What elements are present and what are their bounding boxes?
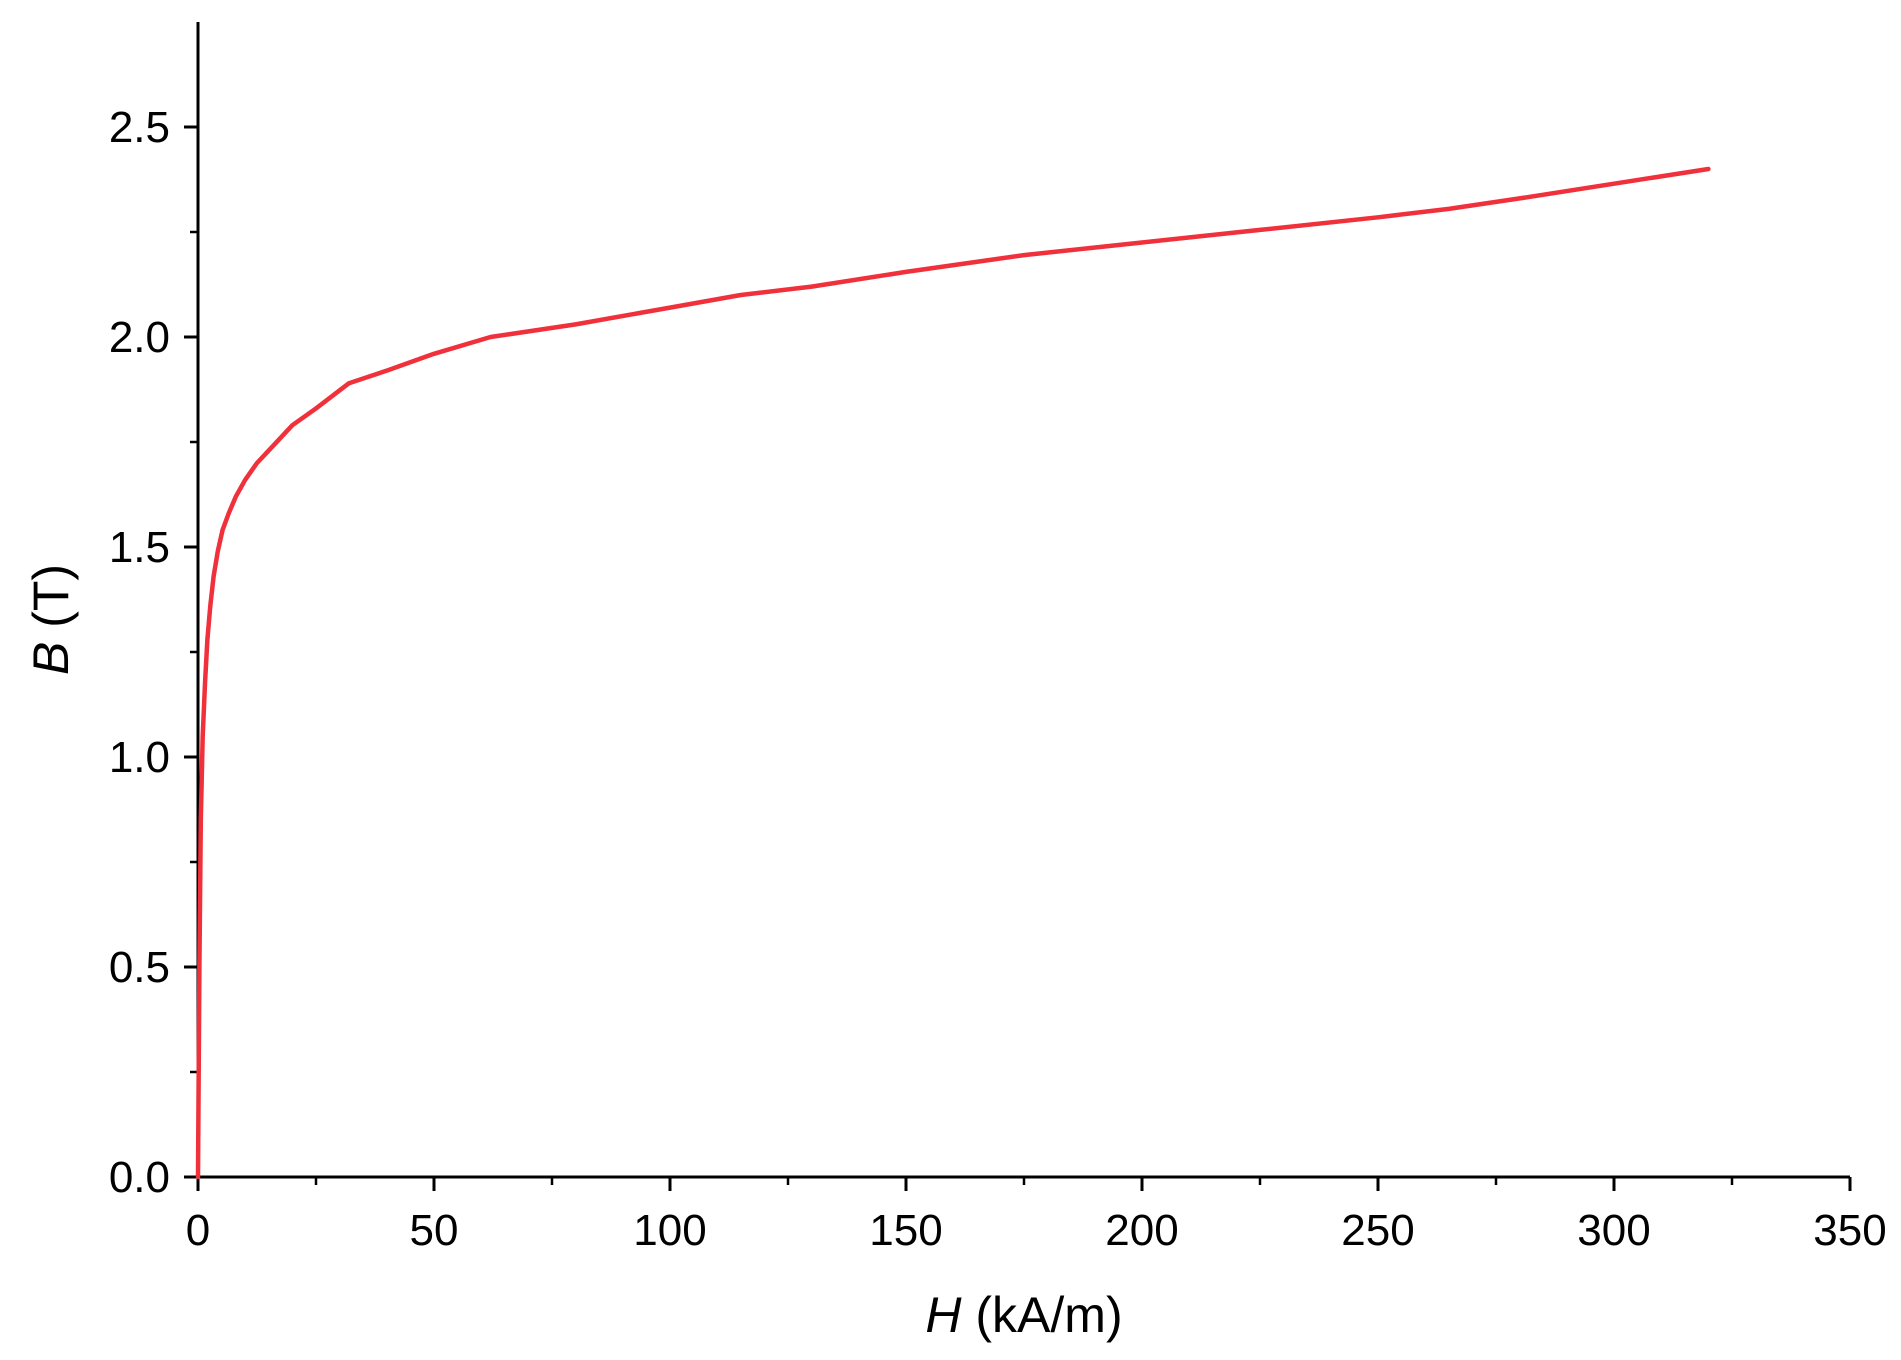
- y-axis-ticks: 0.0 0.5 1.0 1.5 2.0 2.5: [109, 103, 198, 1202]
- y-axis-title: B (T): [23, 564, 79, 675]
- y-tick-label: 2.5: [109, 103, 170, 152]
- x-axis-unit: (kA/m): [975, 1287, 1122, 1343]
- series-layer: [195, 166, 1711, 1180]
- x-tick-label: 350: [1813, 1206, 1886, 1255]
- x-axis-title: H (kA/m): [925, 1287, 1122, 1343]
- y-tick-label: 1.5: [109, 523, 170, 572]
- x-tick-label: 100: [633, 1206, 706, 1255]
- x-axis-symbol: H: [925, 1287, 962, 1343]
- y-tick-label: 0.0: [109, 1153, 170, 1202]
- bh-curve-line: [195, 166, 1711, 1180]
- y-axis-symbol: B: [23, 642, 79, 675]
- plot-axes: [196, 22, 1850, 1179]
- x-tick-label: 150: [869, 1206, 942, 1255]
- x-tick-label: 50: [410, 1206, 459, 1255]
- x-tick-label: 0: [186, 1206, 210, 1255]
- y-tick-label: 2.0: [109, 313, 170, 362]
- y-tick-label: 1.0: [109, 733, 170, 782]
- x-tick-label: 300: [1577, 1206, 1650, 1255]
- x-axis-ticks: 0 50 100 150 200 250 300 350: [186, 1177, 1887, 1255]
- y-axis-unit: (T): [23, 564, 79, 628]
- x-tick-label: 250: [1341, 1206, 1414, 1255]
- y-tick-label: 0.5: [109, 943, 170, 992]
- x-tick-label: 200: [1105, 1206, 1178, 1255]
